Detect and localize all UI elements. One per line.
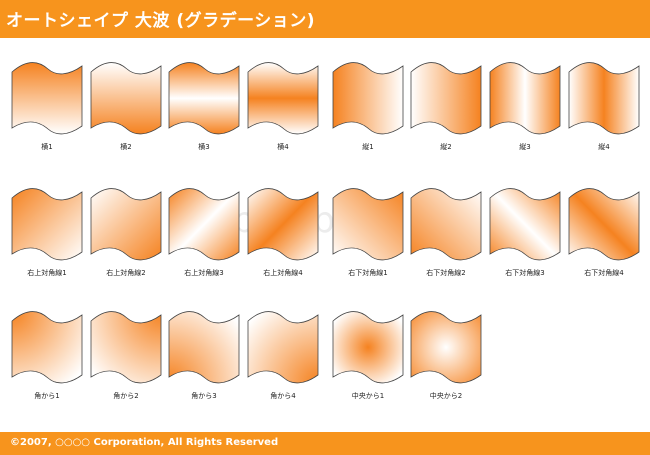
wave-shape-item: 中央から1: [331, 309, 405, 400]
shape-label: 右下対角線1: [348, 269, 388, 277]
wave-shape: [332, 311, 404, 384]
wave-shape-item: 右上対角線4: [246, 186, 320, 277]
shape-label: 右下対角線2: [426, 269, 466, 277]
wave-shape-item: 右下対角線2: [409, 186, 483, 277]
shape-label: 横3: [198, 143, 210, 151]
wave-shape: [332, 62, 404, 135]
wave-shape: [90, 188, 162, 261]
wave-shape-item: 角から3: [167, 309, 241, 400]
wave-shape-item: 右下対角線1: [331, 186, 405, 277]
wave-shape: [247, 62, 319, 135]
page-title: オートシェイプ 大波 (グラデーション): [6, 11, 316, 31]
wave-shape-item: 横4: [246, 60, 320, 151]
shape-label: 縦2: [440, 143, 452, 151]
shape-label: 縦1: [362, 143, 374, 151]
wave-shape: [247, 311, 319, 384]
wave-shape: [489, 62, 561, 135]
shape-label: 右上対角線1: [27, 269, 67, 277]
header-bar: オートシェイプ 大波 (グラデーション): [0, 0, 650, 38]
wave-shape-item: 角から1: [10, 309, 84, 400]
wave-shape: [410, 188, 482, 261]
shape-label: 縦4: [598, 143, 610, 151]
wave-shape-item: 右下対角線3: [488, 186, 562, 277]
wave-shape-item: 右上対角線1: [10, 186, 84, 277]
shape-label: 右上対角線2: [106, 269, 146, 277]
wave-shape: [90, 62, 162, 135]
wave-shape-item: 角から4: [246, 309, 320, 400]
wave-shape: [410, 311, 482, 384]
shape-label: 右上対角線4: [263, 269, 303, 277]
shape-label: 右下対角線3: [505, 269, 545, 277]
wave-shape-item: 角から2: [89, 309, 163, 400]
wave-shape: [168, 311, 240, 384]
wave-shape: [11, 62, 83, 135]
wave-shape-item: 右上対角線2: [89, 186, 163, 277]
wave-shape: [11, 311, 83, 384]
wave-shape-item: 縦4: [567, 60, 641, 151]
wave-shape: [168, 62, 240, 135]
footer-bar: ©2007, ○○○○ Corporation, All Rights Rese…: [0, 432, 650, 455]
shape-label: 中央から2: [429, 392, 463, 400]
shape-label: 横1: [41, 143, 53, 151]
shape-label: 中央から1: [351, 392, 385, 400]
wave-shape: [90, 311, 162, 384]
shape-label: 横2: [120, 143, 132, 151]
wave-shape-item: 横3: [167, 60, 241, 151]
shape-label: 右下対角線4: [584, 269, 624, 277]
shape-label: 角から4: [270, 392, 296, 400]
wave-shape-item: 横1: [10, 60, 84, 151]
wave-shape-item: 中央から2: [409, 309, 483, 400]
shape-label: 縦3: [519, 143, 531, 151]
shape-label: 角から1: [34, 392, 60, 400]
wave-shape: [568, 188, 640, 261]
wave-shape-item: 縦1: [331, 60, 405, 151]
shape-label: 角から3: [191, 392, 217, 400]
wave-shape-item: 右上対角線3: [167, 186, 241, 277]
wave-shape: [489, 188, 561, 261]
wave-shape-item: 縦2: [409, 60, 483, 151]
wave-shape: [332, 188, 404, 261]
wave-shape: [568, 62, 640, 135]
wave-shape-item: 横2: [89, 60, 163, 151]
wave-shape: [168, 188, 240, 261]
wave-shape: [410, 62, 482, 135]
wave-shape-item: 縦3: [488, 60, 562, 151]
wave-shape: [11, 188, 83, 261]
shape-label: 横4: [277, 143, 289, 151]
shape-label: 右上対角線3: [184, 269, 224, 277]
wave-shape: [247, 188, 319, 261]
wave-shape-item: 右下対角線4: [567, 186, 641, 277]
copyright-text: ©2007, ○○○○ Corporation, All Rights Rese…: [10, 437, 279, 448]
shape-label: 角から2: [113, 392, 139, 400]
